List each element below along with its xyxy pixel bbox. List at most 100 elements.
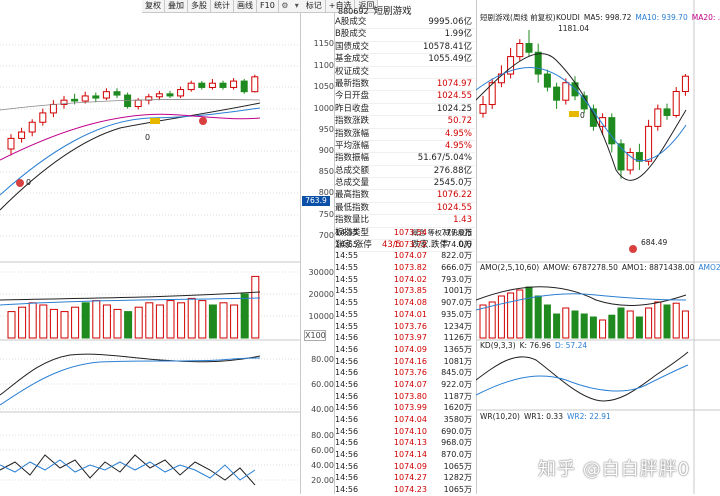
- volume-bar: [134, 306, 143, 339]
- flag-marker-icon[interactable]: [150, 118, 160, 124]
- event-marker-icon[interactable]: [16, 179, 24, 187]
- legend-item: WR2: 22.91: [567, 412, 611, 421]
- low-label: 684.49: [641, 238, 667, 247]
- tick-list[interactable]: 14:55 1073.54 777.0万 14:55 1073.72 774.0万 14:5…: [335, 227, 475, 496]
- axis-tick: 750: [318, 210, 334, 219]
- kd-legend: KD(9,3,3) K: 76.96 D: 57.24: [480, 341, 587, 350]
- draw-line-button[interactable]: 画线: [234, 0, 257, 12]
- candle: [488, 82, 496, 106]
- tick-volume: 1620万: [443, 403, 472, 413]
- amo-bar: [562, 307, 570, 339]
- tick-volume: 935.0万: [441, 309, 472, 319]
- right-marker-label: 0: [580, 111, 585, 120]
- candle: [617, 143, 625, 171]
- volume-bar: [28, 302, 37, 339]
- event-marker-icon[interactable]: [629, 245, 637, 253]
- updown-label-2: 跌家.跌停: [411, 240, 449, 251]
- event-marker-icon[interactable]: [199, 117, 207, 125]
- stat-value: 1.43: [453, 215, 472, 226]
- stat-value: 51.67/5.04%: [417, 153, 472, 164]
- tick-row: 14:55 1074.01 935.0万: [335, 309, 475, 321]
- stat-row: 最低指数 1024.55: [335, 202, 475, 216]
- stock-code: 880692: [338, 7, 369, 16]
- tick-time: 14:56: [335, 485, 359, 495]
- tick-volume: 922.0万: [441, 379, 472, 389]
- statistics-button[interactable]: 统计: [211, 0, 234, 12]
- back-button[interactable]: 返回: [355, 0, 379, 12]
- overlay-button[interactable]: 叠加: [165, 0, 188, 12]
- axis-tick: 40.00: [311, 461, 334, 470]
- tick-volume: 774.0万: [441, 239, 472, 249]
- legend-item: AMO(2,5,10,60): [480, 263, 539, 272]
- tick-row: 14:55 1074.08 907.0万: [335, 297, 475, 309]
- stat-value: 1.99亿: [444, 29, 472, 40]
- axis-tick: 20000: [308, 290, 334, 299]
- amo-bar: [589, 316, 597, 339]
- stat-row: 指数振幅 51.67/5.04%: [335, 153, 475, 166]
- tick-price: 1073.97: [393, 333, 427, 343]
- tick-price: 1074.09: [393, 344, 427, 354]
- volume-bar: [145, 302, 154, 339]
- board-tabs[interactable]: 概念 等权 成份股指: [411, 228, 472, 237]
- stat-value: 4.95%: [444, 140, 472, 151]
- amo-bar: [479, 304, 487, 339]
- vol-unit-label: X100: [304, 330, 326, 341]
- amo-bar: [681, 310, 689, 339]
- stat-row: 指数量比 1.43: [335, 215, 475, 228]
- ma-line: [0, 113, 261, 161]
- restore-right-button[interactable]: 复权: [142, 0, 165, 12]
- stat-row: 指数涨幅 4.95%: [335, 129, 475, 141]
- legend-item: KD(9,3,3): [480, 341, 516, 350]
- tick-time: 14:55: [335, 228, 359, 237]
- axis-tick: 30000: [308, 268, 334, 277]
- flag-marker-icon[interactable]: [569, 111, 579, 117]
- stat-label: 指数涨跌: [335, 116, 370, 127]
- kd-line: [476, 364, 689, 396]
- tick-row: 14:55 1073.85 1001万: [335, 285, 475, 297]
- tick-volume: 1126万: [443, 333, 472, 343]
- ma-line: [0, 102, 261, 211]
- candle: [166, 93, 174, 97]
- mark-button[interactable]: 标记: [303, 0, 326, 12]
- tick-volume: 1234万: [443, 321, 472, 331]
- candle: [60, 99, 68, 105]
- tick-volume: 1187万: [443, 391, 472, 401]
- gear-icon[interactable]: ⚙: [281, 1, 289, 10]
- tick-row: 14:56 1074.13 968.0万: [335, 437, 475, 449]
- tick-row: 14:56 1073.80 1187万: [335, 391, 475, 403]
- add-watchlist-button[interactable]: +自选: [326, 0, 356, 12]
- divider: [334, 0, 335, 494]
- right-weekly-chart[interactable]: 短剧游戏(周线 前复权) KOUDI MA5: 998.72 MA10: 939.7…: [476, 0, 720, 494]
- candle: [479, 104, 487, 114]
- f10-button[interactable]: F10: [257, 0, 279, 12]
- tick-price: 1074.04: [393, 415, 427, 424]
- watermark: 知乎 @白白胖胖0: [538, 459, 691, 480]
- chevron-down-icon[interactable]: ▾: [294, 1, 299, 10]
- axis-tick: 60.00: [311, 446, 334, 455]
- tick-time: 14:56: [335, 344, 359, 354]
- tick-time: 14:56: [335, 403, 359, 413]
- candle: [543, 73, 551, 88]
- volume-bar: [198, 300, 207, 339]
- board-type-row: 板指类型 概念 等权 成份股指: [335, 228, 475, 241]
- candle: [589, 108, 597, 127]
- candle: [626, 152, 634, 171]
- stat-label: 最低指数: [335, 202, 370, 213]
- stat-value: 9995.06亿: [428, 17, 472, 27]
- left-daily-chart[interactable]: 0 0: [0, 0, 300, 494]
- multi-stock-button[interactable]: 多股: [188, 0, 211, 12]
- tick-row: 14:56 1073.99 1620万: [335, 402, 475, 414]
- stat-row: 今日开盘 1024.55: [335, 91, 475, 104]
- tick-time: 14:56: [335, 461, 359, 471]
- tick-price: 1074.09: [393, 461, 427, 471]
- current-price-tag: 763.9: [302, 196, 330, 206]
- tick-row: 14:56 1074.14 870.0万: [335, 449, 475, 461]
- tick-time: 14:55: [335, 263, 359, 273]
- tick-time: 14:55: [335, 321, 359, 331]
- stat-label: 总成交额: [335, 165, 370, 176]
- tick-volume: 968.0万: [441, 438, 472, 448]
- candle: [240, 80, 248, 93]
- amo-bar: [553, 313, 561, 339]
- tick-price: 1073.54: [393, 228, 427, 237]
- tick-price: 1074.14: [393, 450, 427, 460]
